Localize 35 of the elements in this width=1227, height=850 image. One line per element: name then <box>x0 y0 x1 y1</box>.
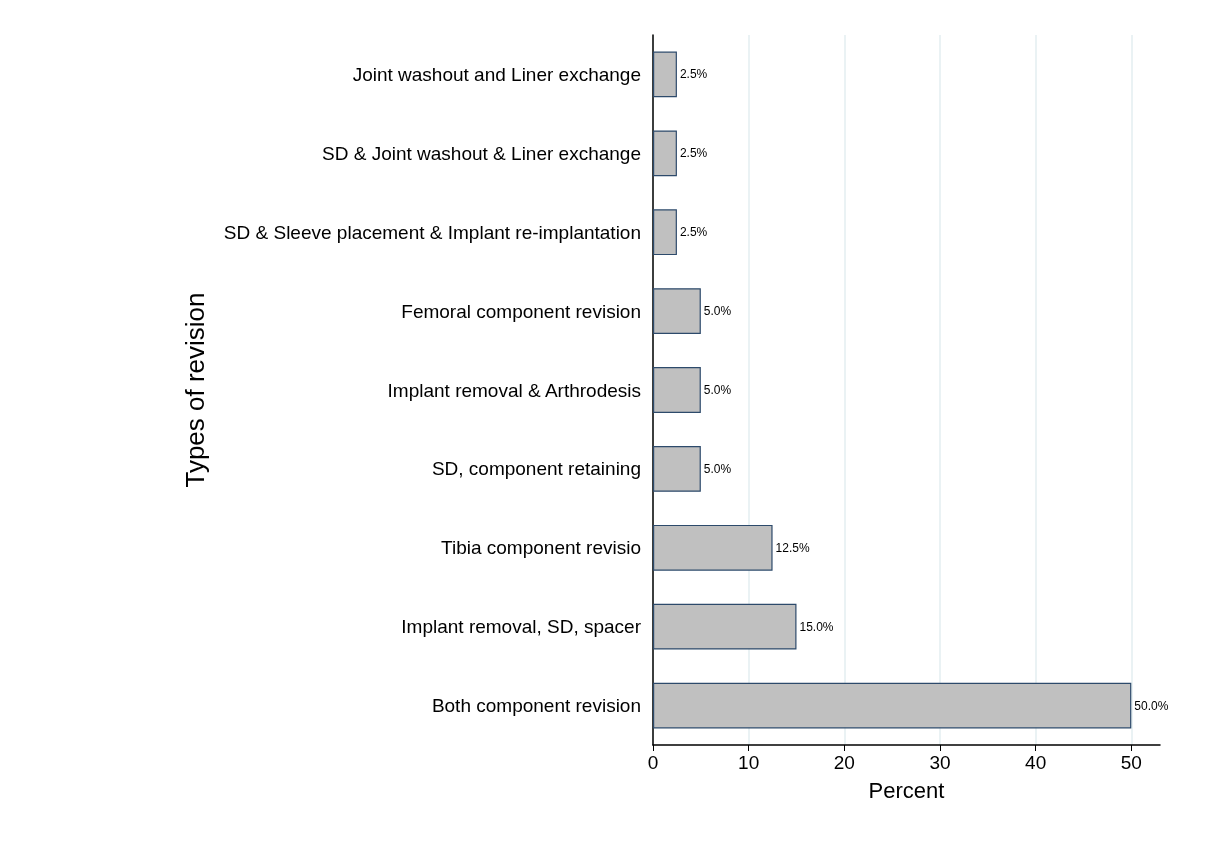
bar <box>653 288 701 334</box>
bar <box>653 446 701 492</box>
x-tick-label: 50 <box>1120 752 1142 773</box>
bar <box>653 682 1132 729</box>
bar <box>653 603 797 650</box>
bar <box>653 209 677 256</box>
y-axis-title: Types of revision <box>180 292 210 488</box>
x-tick-label: 30 <box>929 752 951 773</box>
data-label: 5.0% <box>703 304 732 319</box>
y-tick-label: Tibia component revisio <box>441 537 641 559</box>
x-tick-label: 20 <box>833 752 855 773</box>
bar <box>653 130 677 177</box>
y-tick-label: SD & Joint washout & Liner exchange <box>322 142 641 164</box>
x-axis-title: Percent <box>868 777 945 803</box>
data-label: 15.0% <box>799 619 834 634</box>
y-tick-label: Implant removal, SD, spacer <box>401 616 642 638</box>
data-label: 5.0% <box>703 461 732 476</box>
x-tick-label: 10 <box>738 752 760 773</box>
bar <box>653 367 701 413</box>
data-label: 2.5% <box>679 146 708 161</box>
data-label: 50.0% <box>1134 698 1169 713</box>
y-tick-label: Implant removal & Arthrodesis <box>387 379 641 401</box>
data-label: 12.5% <box>775 540 810 555</box>
x-tick-label: 40 <box>1025 752 1047 773</box>
y-tick-label: Joint washout and Liner exchange <box>352 63 641 85</box>
x-tick-label: 0 <box>647 752 659 773</box>
data-label: 2.5% <box>679 67 708 82</box>
bar <box>653 51 677 98</box>
y-tick-label: SD & Sleeve placement & Implant re-implantation <box>223 221 641 243</box>
y-tick-label: Both component revision <box>431 695 641 717</box>
y-tick-label: Femoral component revision <box>401 300 641 322</box>
y-tick-label: SD, component retaining <box>431 458 641 480</box>
data-label: 2.5% <box>679 225 708 240</box>
data-label: 5.0% <box>703 383 732 397</box>
bar <box>653 524 773 571</box>
